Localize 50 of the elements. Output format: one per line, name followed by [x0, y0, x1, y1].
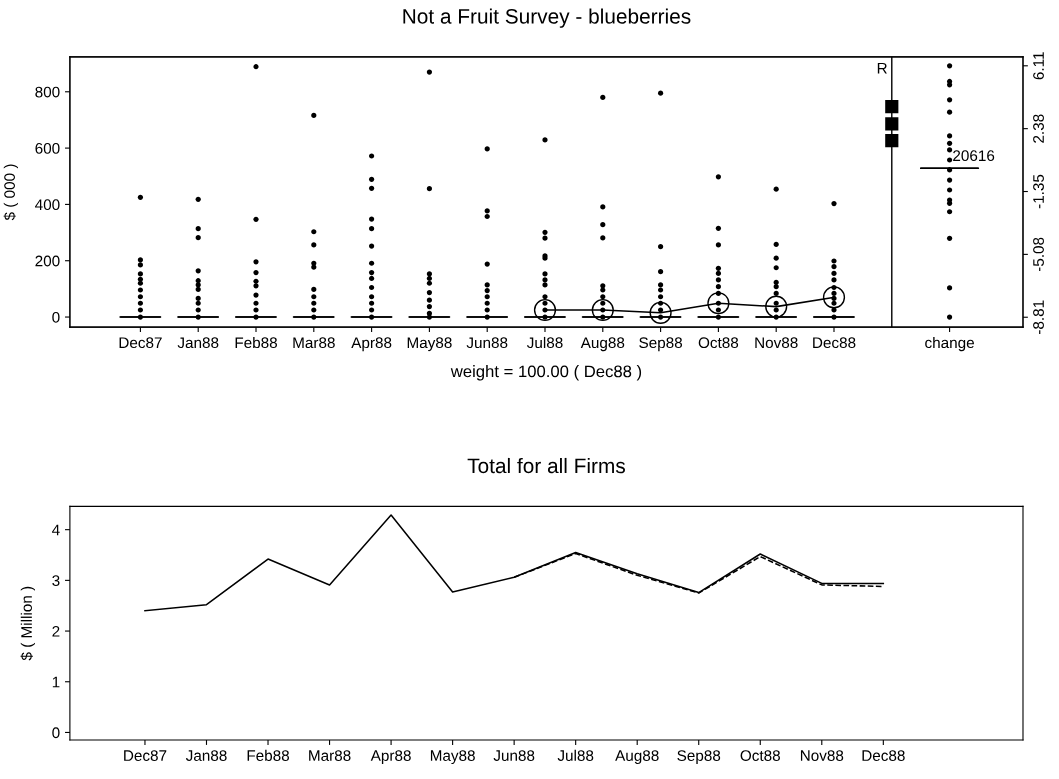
chart-title: Not a Fruit Survey - blueberries [403, 8, 691, 28]
y-tick-label: 0 [52, 727, 60, 739]
y2-tick-label: -8.81 [1033, 300, 1044, 334]
x-tick-label: May88 [407, 337, 452, 352]
x-tick-label: Dec88 [862, 750, 905, 761]
y2-tick-label: -5.08 [1033, 237, 1044, 272]
x-tick-label: Dec88 [813, 337, 856, 349]
chart-title: Total for all Firms [467, 457, 625, 474]
annotation: 20616 [953, 150, 995, 162]
y-tick-label: 600 [35, 142, 60, 154]
x-tick-label: Mar88 [293, 337, 335, 349]
x-tick-label: Aug88 [615, 750, 659, 765]
y-axis-title: $ ( 000 ) [3, 164, 19, 221]
y-tick-label: 3 [52, 575, 60, 587]
y-tick-label: 2 [52, 625, 60, 637]
y-axis-title: $ ( Million ) [20, 586, 35, 661]
x-axis-title: weight = 100.00 ( Dec88 ) [450, 365, 642, 381]
y-tick-label: 4 [52, 524, 60, 536]
x-tick-label: Dec87 [119, 337, 162, 349]
y-tick-label: 200 [35, 255, 60, 267]
x-tick-label: Feb88 [235, 336, 277, 349]
x-tick-label: Jul88 [526, 336, 563, 349]
y-tick-label: 800 [35, 86, 60, 98]
x-tick-label: Nov88 [800, 750, 844, 761]
x-tick-label: Mar88 [309, 750, 351, 761]
y-tick-label: 400 [35, 199, 60, 211]
x-tick-label: Apr88 [370, 750, 411, 765]
x-tick-label: Sep88 [639, 337, 683, 352]
x-tick-label: Nov88 [755, 337, 798, 349]
y2-tick-label: -1.35 [1033, 174, 1044, 209]
x-tick-label: Sep88 [677, 750, 721, 765]
x-tick-label: Dec87 [124, 750, 167, 761]
x-tick-label: May88 [430, 750, 475, 765]
y-tick-label: 0 [52, 311, 60, 323]
y-tick-label: 1 [52, 676, 60, 688]
line-series [144, 514, 885, 612]
x-tick-label: Apr88 [351, 337, 392, 352]
x-tick-label: Jan88 [185, 750, 227, 761]
y2-tick-label: 6.11 [1033, 52, 1044, 80]
x-tick-label: Aug88 [580, 337, 625, 352]
x-tick-label: Oct88 [740, 750, 780, 761]
x-tick-label: Jul88 [557, 749, 594, 761]
annotation: R [877, 62, 887, 74]
x-tick-label: Jun88 [466, 337, 508, 349]
x-tick-label: Jun88 [493, 750, 535, 761]
x-tick-label: Oct88 [698, 337, 739, 349]
y2-tick-label: 2.38 [1033, 114, 1044, 143]
x-tick-label: Jan88 [177, 337, 219, 349]
x-tick-label: Feb88 [247, 749, 290, 761]
x-tick-label: change [925, 336, 974, 352]
